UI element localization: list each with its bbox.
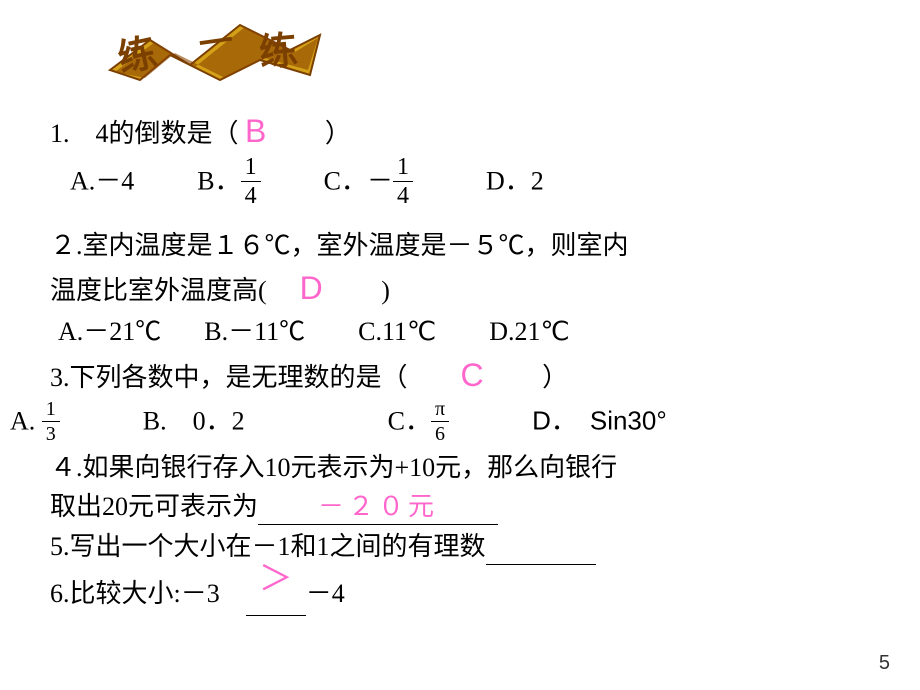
q1-answer: B [245, 113, 266, 149]
q1-D: D．2 [486, 167, 544, 196]
question-content: 1. 4的倒数是（ B ） A.－4 B．14 C．－14 D．2 ２.室内温度… [50, 110, 880, 620]
page-number: 5 [879, 652, 890, 675]
q3-C-frac: π6 [431, 399, 449, 444]
q3-text-b: ） [490, 363, 568, 392]
q4-line2-a: 取出20元可表示为 [50, 492, 258, 521]
q6-blank: ＞ [246, 569, 306, 616]
q6-stem: 6.比较大小:－3 ＞－4 [50, 569, 880, 616]
q2-D: D.21℃ [489, 317, 569, 346]
q6-text-a: 6.比较大小:－3 [50, 579, 246, 608]
q2-options: A.－21℃ B.－11℃ C.11℃ D.21℃ [50, 314, 880, 349]
q3-text-a: 3.下列各数中，是无理数的是（ [50, 363, 408, 392]
q4-blank: －２０元 [258, 489, 498, 525]
q2-answer: D [300, 270, 323, 306]
q2-A: A.－21℃ [58, 317, 161, 346]
q4-line1: ４.如果向银行存入10元表示为+10元，那么向银行 [50, 450, 880, 485]
q2-line1: ２.室内温度是１６℃，室外温度是－５℃，则室内 [50, 228, 880, 263]
q3-A-pre: A. [10, 406, 35, 435]
q2-line2-a: 温度比室外温度高( [50, 276, 267, 305]
q1-A: A.－4 [70, 167, 134, 196]
q1-B-frac: 14 [241, 155, 261, 208]
q3-A-frac: 13 [42, 399, 60, 444]
q5-stem: 5.写出一个大小在－1和1之间的有理数 [50, 529, 880, 565]
q3-C-pre: C． [388, 406, 431, 435]
q1-options: A.－4 B．14 C．－14 D．2 [50, 157, 880, 210]
q3-stem: 3.下列各数中，是无理数的是（ C ） [50, 354, 880, 397]
q1-C-frac: 14 [393, 155, 413, 208]
q3-B: B. 0．2 [143, 406, 245, 435]
q2-C: C.11℃ [358, 317, 436, 346]
q1-text-b: ） [273, 119, 351, 148]
q6-text-b: －4 [306, 579, 345, 608]
q1-B-pre: B． [197, 167, 240, 196]
q1-C-pre: C．－ [324, 167, 393, 196]
practice-banner: 练 一 练 [60, 10, 360, 90]
svg-text:练: 练 [258, 30, 300, 75]
q5-text: 5.写出一个大小在－1和1之间的有理数 [50, 532, 486, 561]
q3-options: A. 13 B. 0．2 C．π6 D． Sin30° [10, 401, 880, 446]
q3-D: D． Sin30° [532, 405, 667, 435]
q3-answer: C [461, 357, 484, 393]
q2-B: B.－11℃ [204, 317, 305, 346]
q2-line2: 温度比室外温度高( D ) [50, 267, 880, 310]
q5-blank [486, 529, 596, 565]
q4-answer: －２０元 [318, 491, 438, 521]
q1-stem: 1. 4的倒数是（ B ） [50, 110, 880, 153]
q1-text-a: 1. 4的倒数是（ [50, 119, 239, 148]
svg-text:练: 练 [114, 32, 160, 81]
svg-text:一: 一 [197, 23, 236, 64]
q4-line2: 取出20元可表示为 －２０元 [50, 489, 880, 525]
q6-answer: ＞ [259, 560, 293, 598]
q2-line2-b: ) [329, 276, 390, 305]
